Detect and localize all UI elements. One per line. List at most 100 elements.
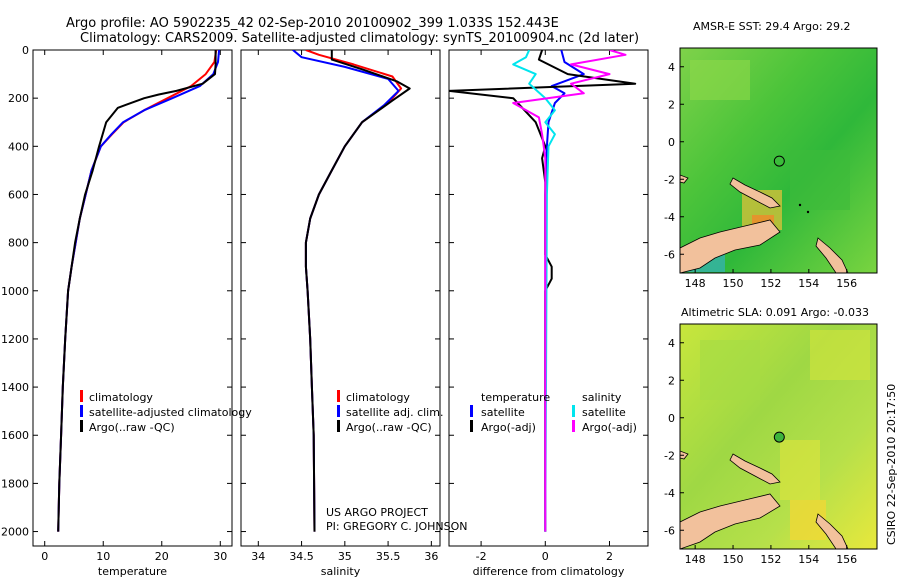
map-y-tick-label: -4	[664, 487, 675, 500]
map-y-tick-label: 0	[668, 412, 675, 425]
x-tick-label: 35.5	[376, 550, 401, 563]
legend-swatch-argo	[80, 420, 83, 432]
series-line-satellite-adjusted-climatology	[57, 50, 221, 532]
x-axis-label: temperature	[98, 565, 167, 578]
difference-legend: temperature satellite Argo(-adj) salinit…	[470, 391, 637, 434]
series-line-temperature-argo-adj	[449, 50, 637, 532]
map-y-tick-label: 4	[668, 61, 675, 74]
x-tick-label: 0	[41, 550, 48, 563]
new-guinea-land	[680, 219, 781, 273]
map-x-tick-label: 156	[836, 277, 857, 290]
x-tick-label: 34.5	[289, 550, 314, 563]
map-y-tick-label: -2	[664, 173, 675, 186]
y-tick-label: 600	[8, 188, 29, 201]
legend-header-temperature: temperature	[481, 391, 550, 404]
series-line-salinity-satellite	[512, 50, 556, 532]
y-tick-label: 1600	[1, 429, 29, 442]
temperature-legend: climatology satellite-adjusted climatolo…	[80, 390, 252, 434]
sst-map: 148 150 152 154 156 4 2 0 -2 -4 -6	[664, 47, 878, 290]
legend-swatch-climatology	[337, 390, 340, 402]
y-tick-label: 1000	[1, 285, 29, 298]
series-line-climatology	[304, 50, 403, 532]
sla-map-ticks: 148 150 152 154 156 4 2 0 -2 -4 -6	[664, 337, 857, 566]
argo-location-marker	[773, 155, 785, 167]
x-axis-label: salinity	[321, 565, 361, 578]
island-dot	[806, 210, 810, 214]
map-y-tick-label: 2	[668, 98, 675, 111]
legend-label-salt-argo: Argo(-adj)	[582, 421, 637, 434]
csiro-timestamp: CSIRO 22-Sep-2010 20:17:50	[885, 384, 898, 545]
legend-label-argo: Argo(..raw -QC)	[346, 421, 432, 434]
map-x-tick-label: 154	[798, 553, 819, 566]
x-tick-label: 35	[338, 550, 352, 563]
legend-swatch-salt-satellite	[572, 405, 575, 417]
project-note-line2: PI: GREGORY C. JOHNSON	[326, 520, 467, 533]
series-group	[57, 50, 221, 532]
y-tick-label: 1400	[1, 381, 29, 394]
legend-swatch-climatology	[80, 390, 83, 402]
map-x-tick-label: 150	[723, 553, 744, 566]
plot-frame	[32, 49, 233, 547]
plot-frame	[448, 49, 649, 547]
series-group	[449, 50, 637, 532]
map-y-tick-label: 4	[668, 337, 675, 350]
new-britain-land	[729, 453, 781, 485]
legend-label-salt-satellite: satellite	[582, 406, 626, 419]
sst-map-title: AMSR-E SST: 29.4 Argo: 29.2	[693, 20, 851, 33]
sst-patch	[690, 60, 750, 100]
x-tick-label: 0	[542, 550, 549, 563]
y-tick-label: 0	[22, 44, 29, 57]
map-x-tick-label: 156	[836, 553, 857, 566]
sla-patch	[700, 340, 760, 400]
legend-swatch-argo	[337, 420, 340, 432]
bougainville-land	[815, 513, 849, 549]
x-axis-label: difference from climatology	[473, 565, 625, 578]
map-x-tick-label: 154	[798, 277, 819, 290]
map-x-tick-label: 152	[760, 277, 781, 290]
map-x-tick-label: 148	[685, 277, 706, 290]
map-y-tick-label: -6	[664, 524, 675, 537]
figure-title-line1: Argo profile: AO 5902235_42 02-Sep-2010 …	[66, 16, 559, 31]
series-group	[292, 50, 411, 532]
figure-title-line2: Climatology: CARS2009. Satellite-adjuste…	[80, 31, 639, 46]
series-line-argo-raw-qc	[57, 50, 217, 532]
argo-location-marker	[773, 431, 785, 443]
series-line-temperature-satellite	[544, 50, 585, 532]
difference-panel: -2 0 2 difference from climatology	[448, 49, 649, 578]
x-tick-label: 2	[606, 550, 613, 563]
legend-label-temp-satellite: satellite	[481, 406, 525, 419]
y-tick-label: 400	[8, 140, 29, 153]
sla-map: 148 150 152 154 156 4 2 0 -2 -4 -6	[664, 323, 878, 566]
new-britain-land	[729, 177, 781, 209]
project-note-line1: US ARGO PROJECT	[326, 506, 428, 519]
legend-swatch-temp-argo	[470, 420, 473, 432]
series-line-climatology	[57, 50, 218, 532]
x-tick-label: -2	[476, 550, 487, 563]
map-y-tick-label: -4	[664, 211, 675, 224]
sst-patch	[790, 150, 850, 210]
sst-map-frame	[679, 47, 878, 274]
map-x-tick-label: 148	[685, 553, 706, 566]
sst-map-ticks: 148 150 152 154 156 4 2 0 -2 -4 -6	[664, 61, 857, 290]
y-tick-label: 800	[8, 237, 29, 250]
map-x-tick-label: 152	[760, 553, 781, 566]
legend-swatch-satellite	[337, 405, 340, 417]
sla-map-frame	[679, 323, 878, 550]
x-tick-label: 10	[96, 550, 110, 563]
y-tick-label: 1800	[1, 477, 29, 490]
x-tick-label: 20	[155, 550, 169, 563]
series-line-salinity-argo-adj	[512, 50, 627, 532]
island-dot	[798, 203, 802, 207]
sla-patch	[780, 440, 820, 500]
legend-swatch-salt-argo	[572, 420, 575, 432]
sla-patch	[810, 330, 870, 380]
legend-label-climatology: climatology	[89, 391, 153, 404]
new-guinea-land	[680, 493, 781, 549]
series-line-satellite-adj-clim	[292, 50, 400, 532]
legend-label-argo: Argo(..raw -QC)	[89, 421, 175, 434]
map-x-tick-label: 150	[723, 277, 744, 290]
sla-map-title: Altimetric SLA: 0.091 Argo: -0.033	[681, 306, 869, 319]
plot-frame	[240, 49, 441, 547]
y-tick-label: 200	[8, 92, 29, 105]
